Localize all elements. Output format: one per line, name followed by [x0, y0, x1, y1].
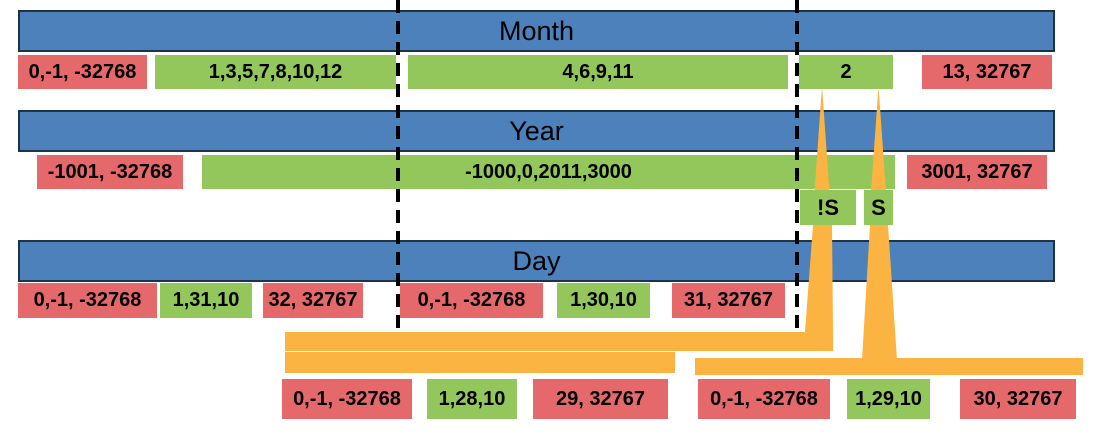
month-valid-february-box: 2: [799, 55, 893, 89]
feb29-invalid-high-box: 30, 32767: [960, 379, 1076, 419]
day31-valid-box: 1,31,10: [160, 283, 252, 318]
feb29-group-bar: [695, 358, 1083, 375]
month-valid-30day-box: 4,6,9,11: [408, 55, 788, 89]
month-invalid-high-box: 13, 32767: [922, 55, 1052, 89]
feb28-valid-box: 1,28,10: [427, 379, 517, 419]
feb29-invalid-low-box: 0,-1, -32768: [698, 379, 830, 419]
year-bar-label: Year: [509, 115, 564, 146]
feb29-valid-box: 1,29,10: [847, 379, 930, 419]
day31-invalid-low-box: 0,-1, -32768: [18, 283, 157, 318]
month-valid-31day-box: 1,3,5,7,8,10,12: [155, 55, 396, 89]
day31-invalid-high-box: 32, 32767: [263, 283, 363, 318]
month-bar-label: Month: [498, 15, 575, 46]
month-invalid-low-box: 0,-1, -32768: [18, 55, 147, 89]
year-bar: Year: [18, 110, 1055, 152]
feb28-group-bar: [285, 352, 675, 373]
year-invalid-low-box: -1001, -32768: [37, 155, 183, 189]
day30-valid-box: 1,30,10: [557, 283, 650, 318]
not-leap-connector-hbar: [285, 332, 833, 351]
feb28-invalid-high-box: 29, 32767: [533, 379, 668, 419]
day30-invalid-low-box: 0,-1, -32768: [400, 283, 543, 318]
leap-year-flag-box: S: [864, 190, 893, 225]
year-valid-box: -1000,0,2011,3000: [202, 155, 895, 189]
day-bar-label: Day: [512, 245, 561, 276]
day-bar: Day: [18, 240, 1055, 282]
month-bar: Month: [18, 10, 1055, 52]
year-invalid-high-box: 3001, 32767: [907, 155, 1047, 189]
not-leap-year-flag-box: !S: [800, 190, 856, 225]
day30-invalid-high-box: 31, 32767: [672, 283, 785, 318]
feb28-invalid-low-box: 0,-1, -32768: [282, 379, 412, 419]
